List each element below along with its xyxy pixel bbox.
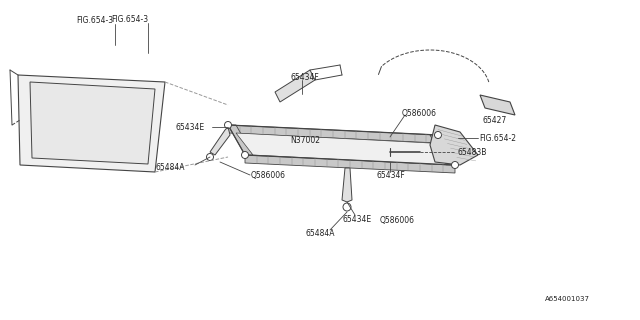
Text: Q586006: Q586006: [402, 108, 437, 117]
Polygon shape: [480, 95, 515, 115]
Polygon shape: [430, 135, 455, 165]
Circle shape: [435, 132, 442, 139]
Circle shape: [241, 151, 248, 158]
Polygon shape: [236, 133, 447, 165]
Text: 65484A: 65484A: [155, 163, 184, 172]
Text: 65434F: 65434F: [376, 171, 404, 180]
Text: 65427: 65427: [482, 116, 506, 124]
Polygon shape: [342, 168, 352, 202]
Text: 65434E: 65434E: [342, 215, 371, 225]
Circle shape: [207, 154, 214, 161]
Text: A654001037: A654001037: [545, 296, 590, 302]
Text: FIG.654-3: FIG.654-3: [111, 14, 148, 23]
Text: FIG.654-2: FIG.654-2: [479, 133, 516, 142]
Polygon shape: [210, 127, 230, 155]
Circle shape: [451, 162, 458, 169]
Polygon shape: [245, 155, 455, 173]
Circle shape: [225, 122, 232, 129]
Text: FIG.654-3: FIG.654-3: [76, 15, 113, 25]
Polygon shape: [30, 82, 155, 164]
Text: Q586006: Q586006: [380, 215, 415, 225]
Text: 65434E: 65434E: [175, 123, 204, 132]
Polygon shape: [18, 75, 165, 172]
Text: 65484A: 65484A: [305, 228, 335, 237]
Text: N37002: N37002: [290, 135, 320, 145]
Text: Q586006: Q586006: [251, 171, 286, 180]
Text: 65434F: 65434F: [290, 73, 319, 82]
Polygon shape: [228, 125, 438, 143]
Text: 65483B: 65483B: [457, 148, 486, 156]
Polygon shape: [430, 125, 478, 165]
Circle shape: [343, 203, 351, 211]
Polygon shape: [228, 125, 253, 155]
Polygon shape: [275, 70, 315, 102]
